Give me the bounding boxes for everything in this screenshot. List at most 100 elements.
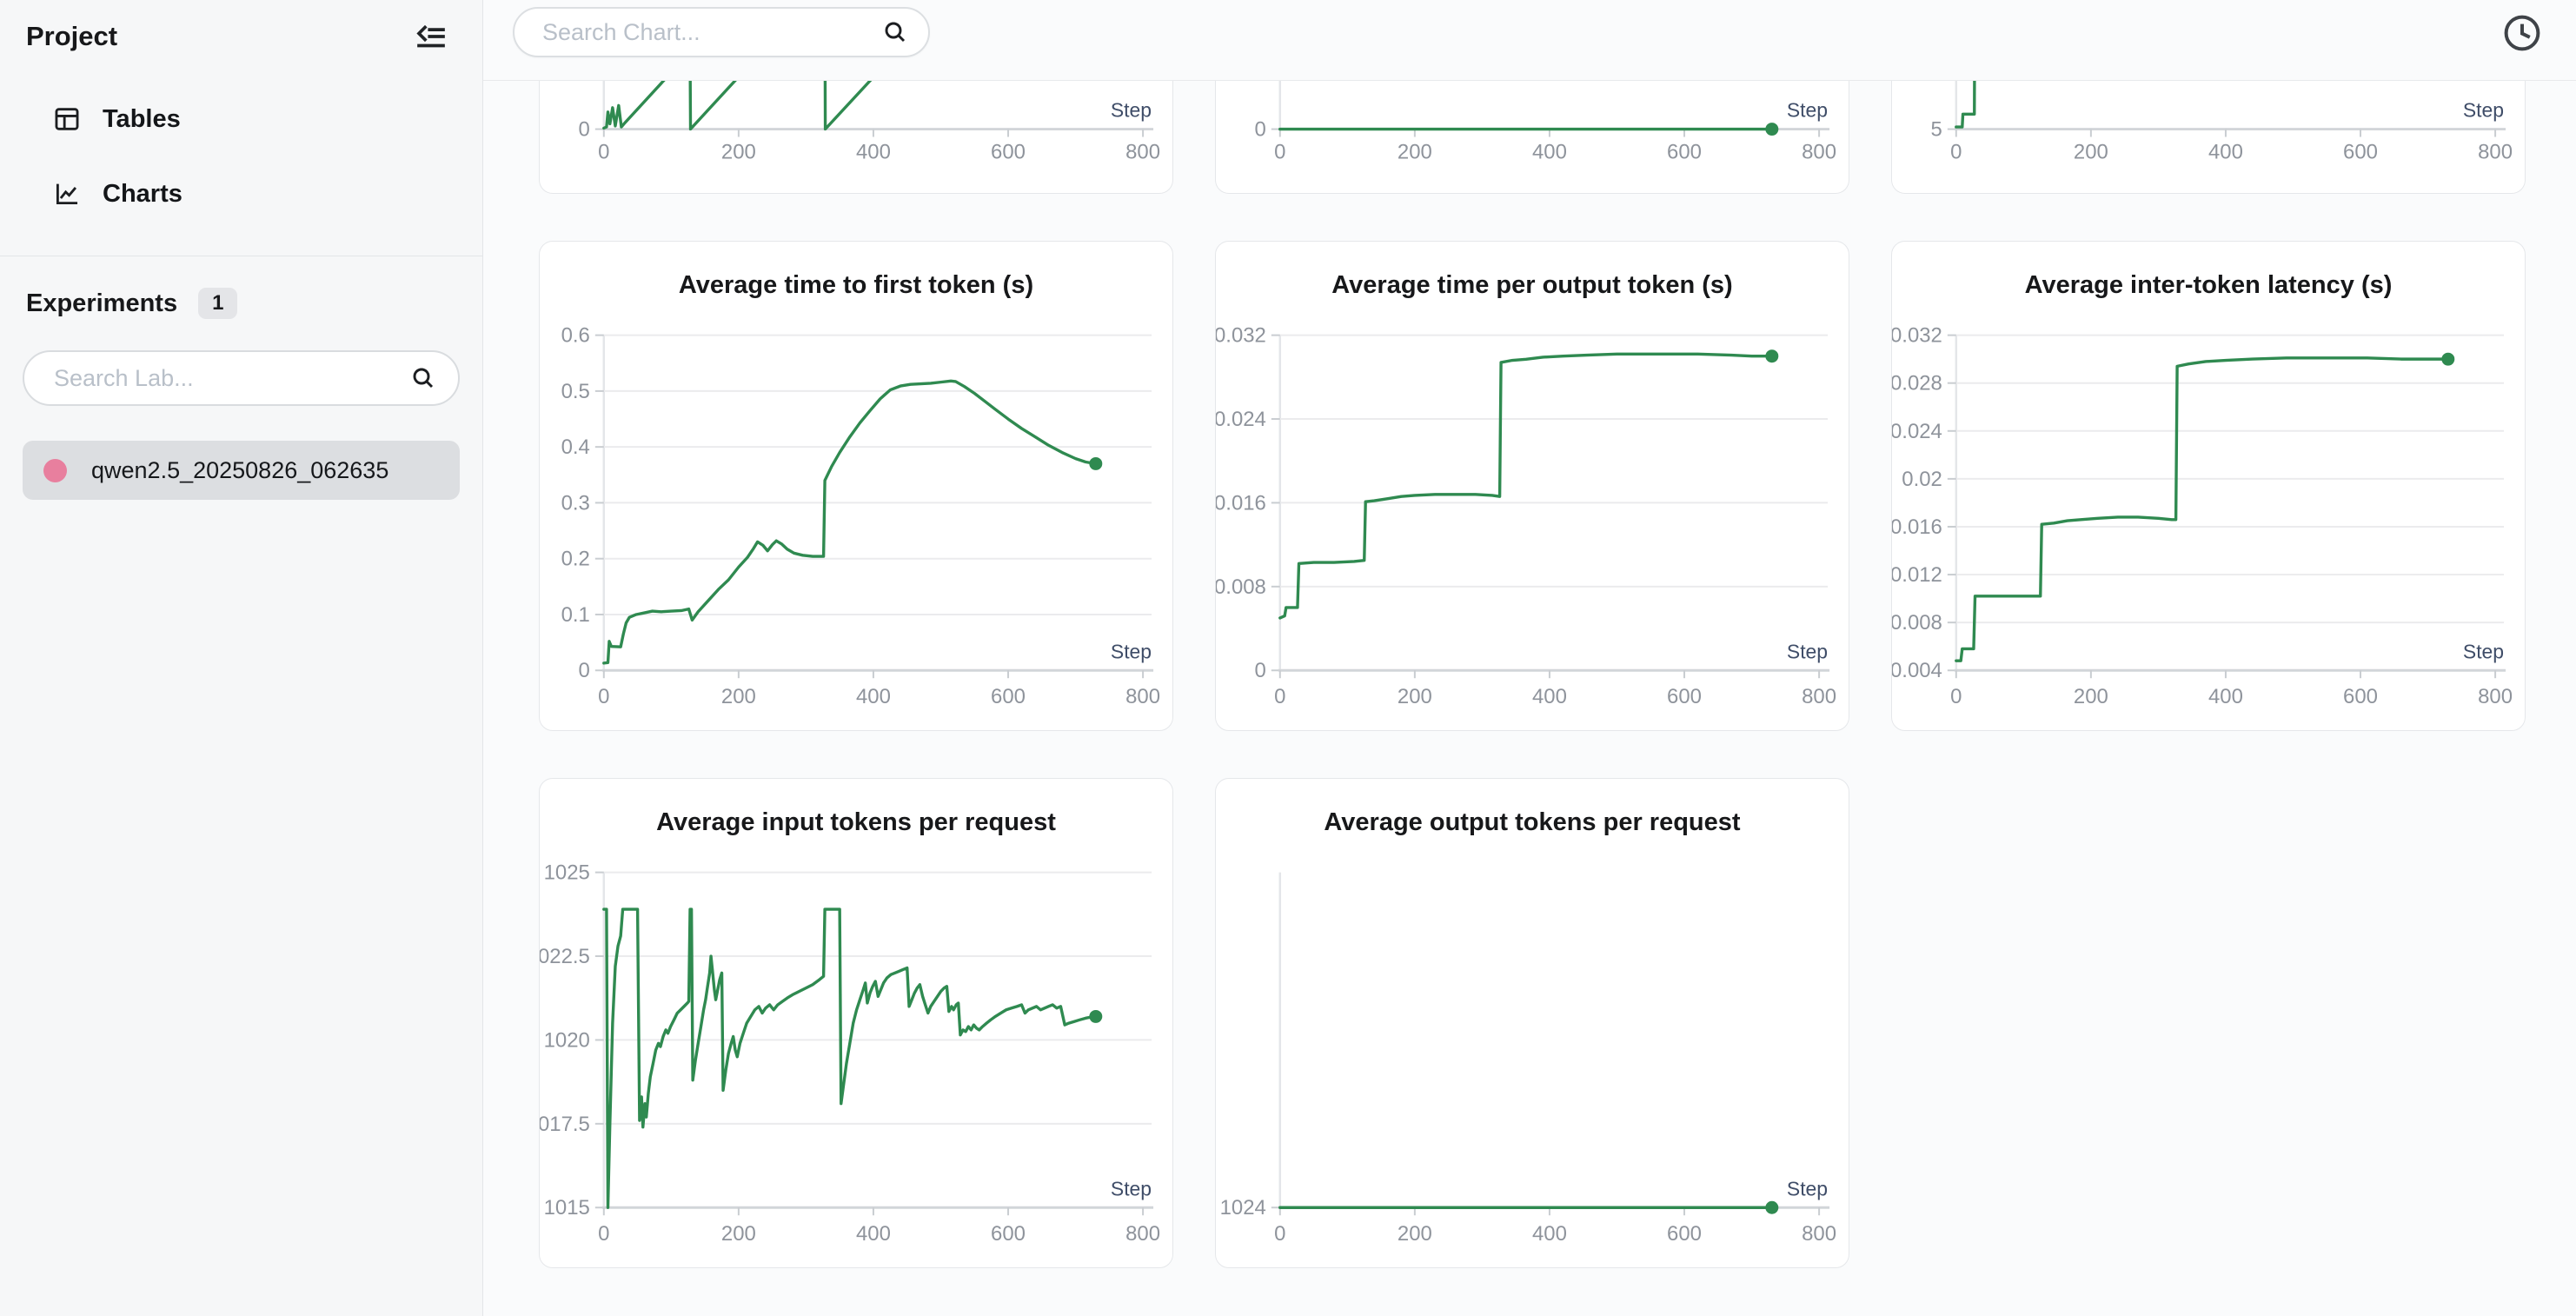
svg-text:0: 0	[579, 118, 590, 142]
chart-card-ttft: Average time to first token (s) 0 0.1 0.2 0…	[539, 241, 1173, 731]
svg-text:200: 200	[2074, 685, 2108, 708]
svg-text:0.012: 0.012	[1892, 563, 1942, 587]
svg-text:Step: Step	[2463, 640, 2504, 662]
svg-text:600: 600	[1667, 685, 1702, 708]
svg-text:0.3: 0.3	[561, 491, 590, 515]
chart-plot: 0 0.008 0.016 0.024 0.032 0 200 400 600 800 Step	[1216, 324, 1836, 709]
svg-text:1022.5: 1022.5	[540, 945, 590, 968]
svg-text:0: 0	[1950, 140, 1962, 163]
svg-text:400: 400	[1532, 685, 1567, 708]
svg-text:200: 200	[721, 140, 756, 163]
search-lab-input[interactable]	[23, 350, 460, 406]
svg-text:400: 400	[1532, 1222, 1567, 1246]
svg-text:200: 200	[2074, 140, 2108, 163]
svg-text:Step: Step	[2463, 99, 2504, 122]
chart-card-output-tokens: Average output tokens per request 1024 0 2…	[1215, 778, 1849, 1268]
project-title: Project	[26, 21, 118, 51]
svg-text:400: 400	[856, 140, 891, 163]
svg-text:200: 200	[1398, 685, 1432, 708]
chart-card-1: 0 0 200 400 600 800 Step	[1215, 81, 1849, 194]
chart-plot: 50 200 400 600 800 Step	[1931, 81, 2513, 163]
chart-title: Average inter-token latency (s)	[2024, 271, 2393, 299]
sidebar: Project Tables	[0, 0, 483, 1316]
experiments-header: Experiments 1	[0, 256, 482, 319]
svg-text:800: 800	[1125, 140, 1160, 163]
chart-plot: 0.004 0.008 0.012 0.016 0.02 0.024 0.028 0.032 0…	[1892, 324, 2513, 709]
svg-text:0: 0	[1255, 659, 1266, 682]
svg-text:400: 400	[856, 1222, 891, 1246]
chart-line-icon	[52, 179, 82, 209]
svg-text:Step: Step	[1111, 1177, 1152, 1200]
svg-text:0: 0	[579, 659, 590, 682]
svg-text:600: 600	[2343, 140, 2378, 163]
history-button[interactable]	[2501, 12, 2543, 54]
svg-text:0.016: 0.016	[1892, 515, 1942, 539]
chart-plot: 00 200 400 600 800 Step	[579, 81, 1160, 163]
svg-text:200: 200	[1398, 140, 1432, 163]
chart-plot: 0 0.1 0.2 0.3 0.4 0.5 0.6 0 200 400 600 800 Step	[561, 324, 1160, 709]
svg-text:Step: Step	[1111, 640, 1152, 662]
svg-text:200: 200	[721, 685, 756, 708]
svg-text:0.032: 0.032	[1892, 324, 1942, 348]
chart-plot: 1024 0 200 400 600 800 Step	[1220, 872, 1836, 1246]
chart-card-0: 0 0 200 400 600 800 Step	[539, 81, 1173, 194]
svg-text:5: 5	[1931, 118, 1942, 142]
search-chart-input[interactable]	[513, 7, 930, 57]
chart-plot: 00 200 400 600 800 Step	[1255, 81, 1836, 163]
chart-title: Average input tokens per request	[656, 808, 1056, 836]
experiment-color-dot	[43, 458, 67, 482]
svg-text:1015: 1015	[544, 1196, 590, 1220]
chart-title: Average time per output token (s)	[1331, 271, 1733, 299]
svg-text:600: 600	[991, 140, 1026, 163]
svg-text:800: 800	[1802, 1222, 1836, 1246]
svg-text:Step: Step	[1787, 640, 1828, 662]
svg-text:400: 400	[856, 685, 891, 708]
svg-text:0: 0	[1950, 685, 1962, 708]
table-icon	[52, 104, 82, 134]
panel-collapse-icon	[413, 23, 449, 50]
svg-text:0: 0	[1255, 118, 1266, 142]
svg-text:200: 200	[1398, 1222, 1432, 1246]
chart-card-input-tokens: Average input tokens per request 1015 101…	[539, 778, 1173, 1268]
svg-text:0: 0	[1274, 685, 1285, 708]
svg-text:0.02: 0.02	[1902, 468, 1942, 491]
sidebar-item-tables[interactable]: Tables	[19, 94, 463, 144]
svg-text:400: 400	[1532, 140, 1567, 163]
experiment-name: qwen2.5_20250826_062635	[91, 456, 389, 483]
experiments-label: Experiments	[26, 289, 178, 317]
svg-text:0: 0	[1274, 1222, 1285, 1246]
chart-card-inter-token-latency: Average inter-token latency (s) 0.004 0.0…	[1891, 241, 2526, 731]
svg-text:800: 800	[1802, 685, 1836, 708]
chart-title: Average time to first token (s)	[678, 271, 1034, 299]
chart-card-2: 5 0 200 400 600 800 Step	[1891, 81, 2526, 194]
experiment-list-item[interactable]: qwen2.5_20250826_062635	[23, 441, 460, 500]
svg-text:1020: 1020	[544, 1028, 590, 1052]
chart-search	[513, 7, 930, 57]
chart-plot: 1015 1017.5 1020 1022.5 1025 0 200 400 600 800 Ste…	[540, 861, 1160, 1246]
sidebar-item-label: Charts	[103, 179, 183, 208]
sidebar-item-label: Tables	[103, 104, 181, 133]
svg-text:1025: 1025	[544, 861, 590, 885]
svg-text:600: 600	[1667, 1222, 1702, 1246]
search-icon	[881, 18, 909, 46]
sidebar-header: Project	[0, 0, 482, 54]
svg-text:800: 800	[1802, 140, 1836, 163]
svg-text:0.2: 0.2	[561, 548, 590, 571]
sidebar-item-charts[interactable]: Charts	[19, 169, 463, 219]
chart-row-latency: Average time to first token (s) 0 0.1 0.2 0…	[539, 241, 2576, 731]
svg-text:0.024: 0.024	[1216, 408, 1266, 431]
svg-text:400: 400	[2208, 685, 2243, 708]
svg-text:0: 0	[598, 140, 609, 163]
svg-text:1017.5: 1017.5	[540, 1113, 590, 1136]
svg-text:0.1: 0.1	[561, 603, 590, 627]
svg-text:800: 800	[2478, 685, 2513, 708]
svg-text:800: 800	[2478, 140, 2513, 163]
svg-text:Step: Step	[1111, 99, 1152, 122]
collapse-sidebar-button[interactable]	[409, 19, 453, 54]
experiment-search	[23, 350, 460, 406]
experiments-count-badge: 1	[198, 288, 238, 319]
svg-text:0.5: 0.5	[561, 380, 590, 403]
